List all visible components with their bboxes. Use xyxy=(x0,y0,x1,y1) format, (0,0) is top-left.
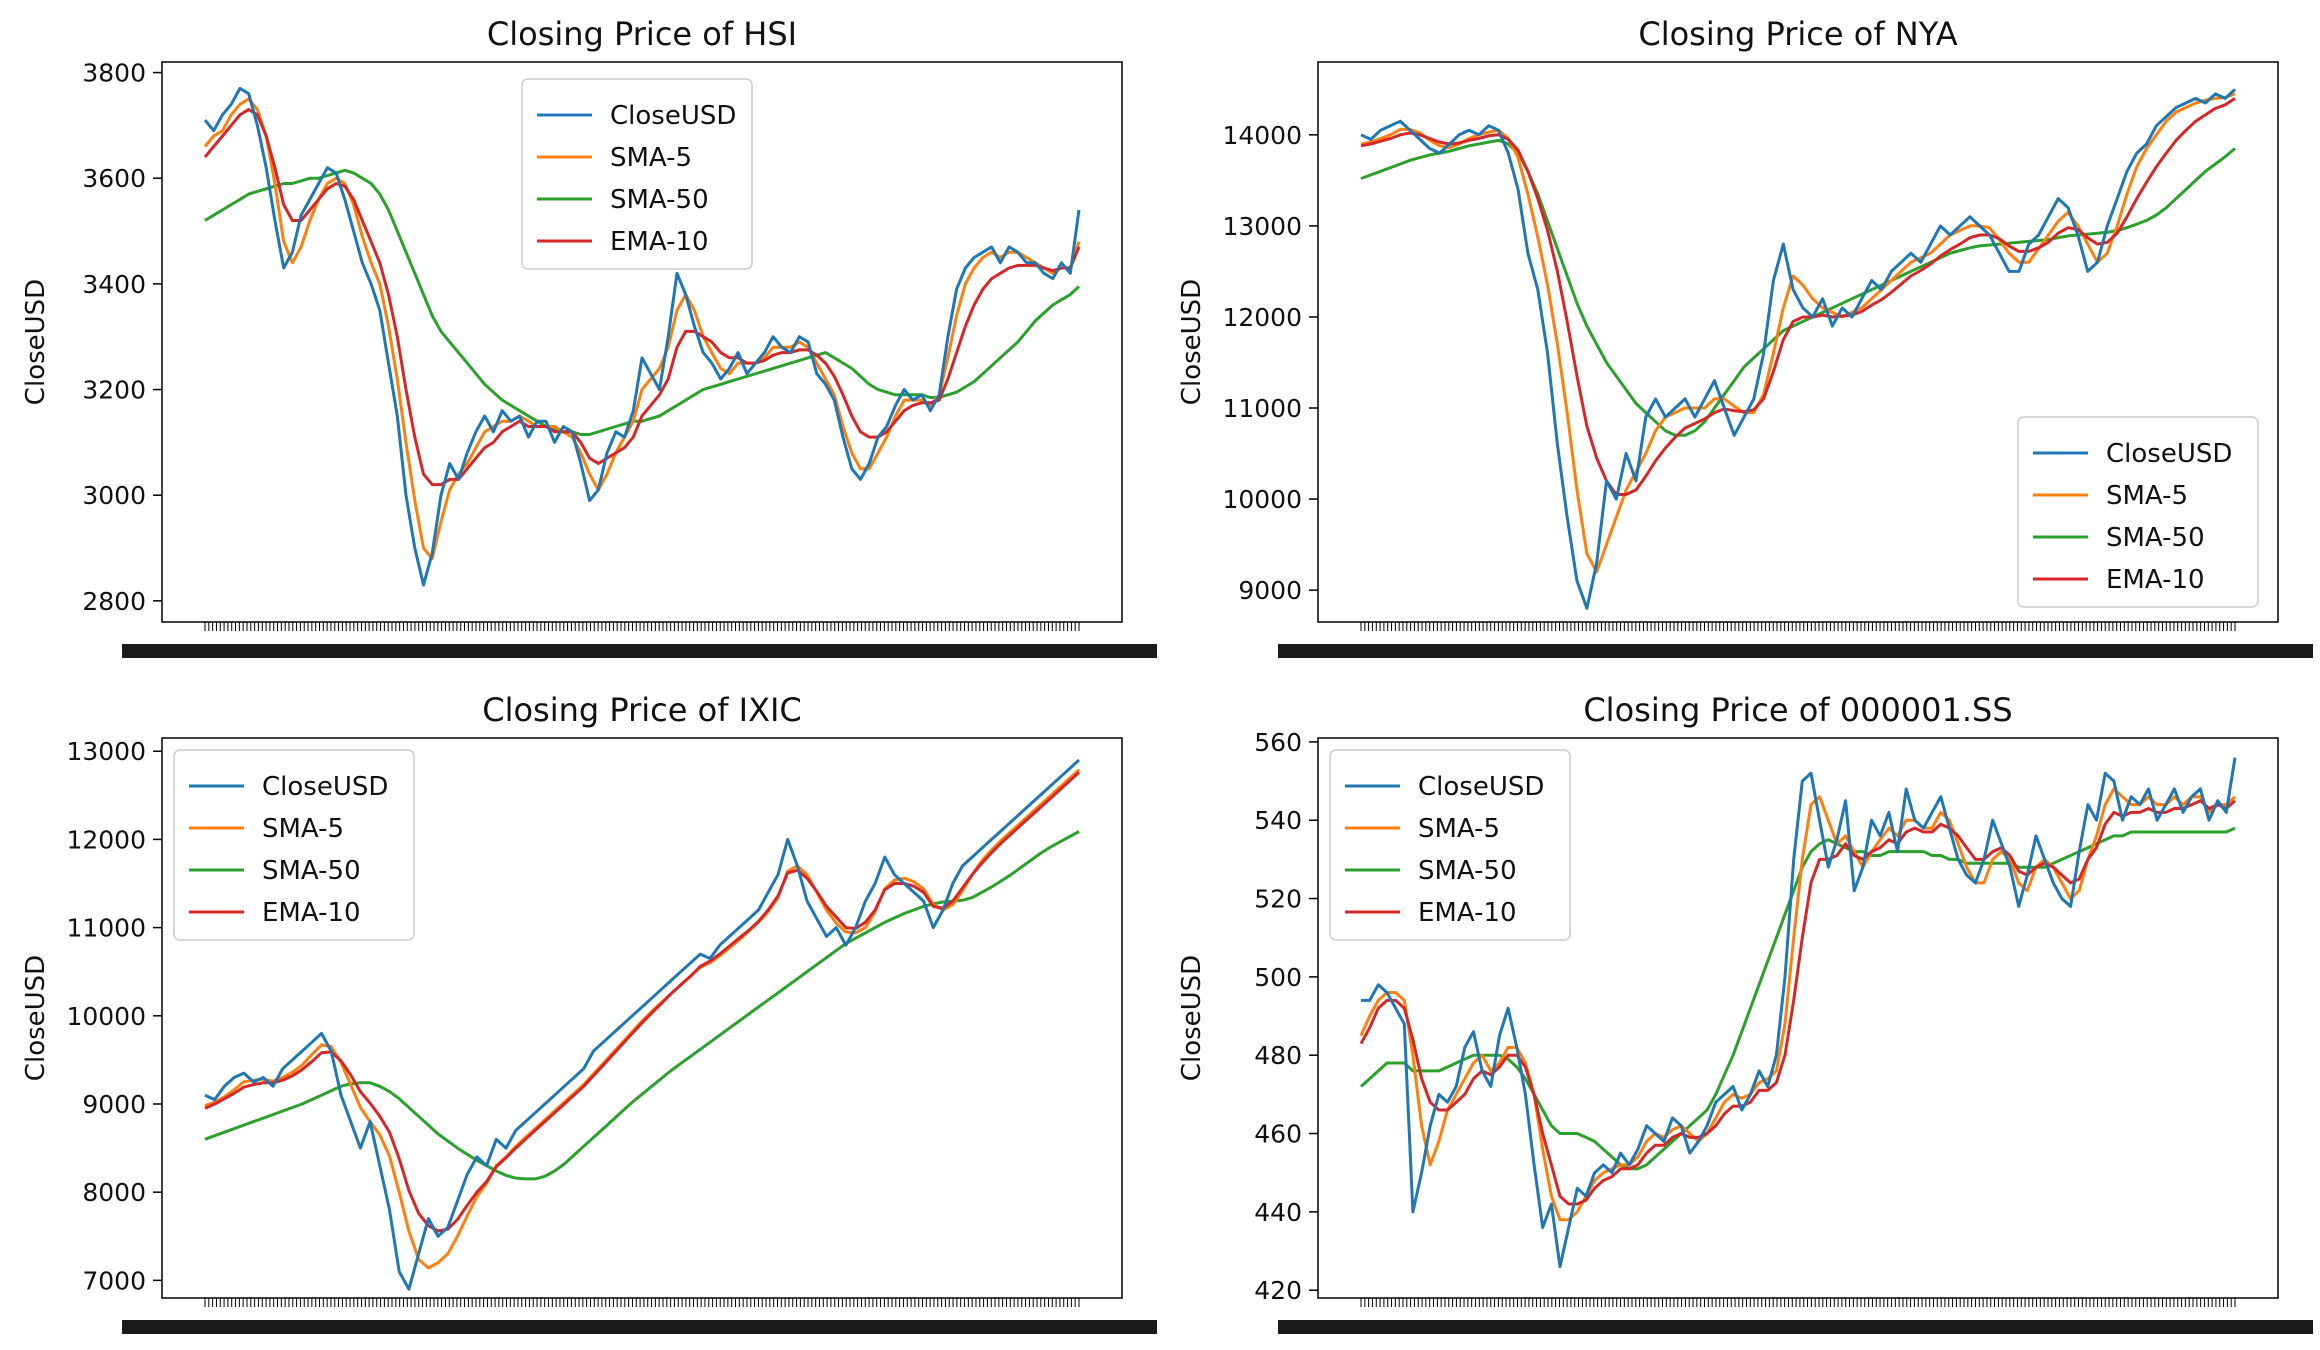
legend-label: CloseUSD xyxy=(610,101,736,131)
y-axis-label: CloseUSD xyxy=(21,955,51,1081)
plot-frame xyxy=(161,61,1123,623)
y-axis-label: CloseUSD xyxy=(1177,279,1207,405)
y-tick-label: 440 xyxy=(1254,1198,1302,1227)
y-tick-label: 10000 xyxy=(66,1002,146,1031)
legend-label: EMA-10 xyxy=(610,227,709,257)
chart-panel-3: Closing Price of IXIC CloseUSD 7000 8000 900… xyxy=(21,691,1157,1334)
legend-box xyxy=(1329,749,1571,941)
y-tick-label: 460 xyxy=(1254,1120,1302,1149)
x-ticks xyxy=(204,622,1080,631)
chart-title: Closing Price of IXIC xyxy=(482,691,802,729)
y-tick-label: 8000 xyxy=(82,1178,146,1207)
legend-box xyxy=(173,749,415,941)
legend-label: SMA-50 xyxy=(2106,523,2205,553)
legend-label: CloseUSD xyxy=(2106,439,2232,469)
series-line-closeusd xyxy=(203,86,1081,587)
y-tick-label: 500 xyxy=(1254,963,1302,992)
y-tick-label: 560 xyxy=(1254,728,1302,757)
legend: CloseUSD SMA-5 SMA-50 EMA-10 xyxy=(173,749,415,941)
plot-frame xyxy=(1317,61,2279,623)
series-line-ema-10 xyxy=(1360,97,2236,496)
y-tick-label: 2800 xyxy=(82,587,146,616)
y-tick-label: 420 xyxy=(1254,1276,1302,1305)
plot-frame xyxy=(1317,737,2279,1299)
legend-label: EMA-10 xyxy=(2106,565,2205,595)
legend-label: SMA-50 xyxy=(1418,856,1517,886)
x-tick-labels-overlap xyxy=(122,644,1157,658)
y-tick-label: 3200 xyxy=(82,376,146,405)
y-tick-label: 12000 xyxy=(1222,303,1302,332)
legend-box xyxy=(521,78,753,270)
series-lines xyxy=(204,758,1081,1291)
legend-label: SMA-5 xyxy=(2106,481,2188,511)
y-tick-label: 3600 xyxy=(82,164,146,193)
y-tick-label: 13000 xyxy=(66,737,146,766)
series-lines xyxy=(1360,88,2237,610)
y-tick-label: 3800 xyxy=(82,59,146,88)
x-tick-labels-overlap xyxy=(1278,644,2313,658)
legend-label: SMA-50 xyxy=(262,856,361,886)
y-axis-label: CloseUSD xyxy=(21,279,51,405)
series-line-ema-10 xyxy=(204,771,1081,1233)
legend: CloseUSD SMA-5 SMA-50 EMA-10 xyxy=(2017,416,2259,608)
legend-box xyxy=(2017,416,2259,608)
y-tick-label: 7000 xyxy=(82,1266,146,1295)
chart-title: Closing Price of NYA xyxy=(1638,15,1957,53)
y-tick-label: 480 xyxy=(1254,1041,1302,1070)
y-tick-label: 12000 xyxy=(66,825,146,854)
series-line-closeusd xyxy=(1360,88,2237,610)
x-ticks xyxy=(204,1298,1080,1307)
series-line-closeusd xyxy=(204,758,1081,1291)
chart-title: Closing Price of HSI xyxy=(487,15,797,53)
series-line-sma-50 xyxy=(1360,138,2236,437)
y-tick-label: 520 xyxy=(1254,885,1302,914)
legend: CloseUSD SMA-5 SMA-50 EMA-10 xyxy=(521,78,753,270)
legend-label: EMA-10 xyxy=(262,898,361,928)
y-tick-label: 540 xyxy=(1254,806,1302,835)
plot-frame xyxy=(161,737,1123,1299)
series-line-sma-50 xyxy=(204,168,1081,436)
y-tick-label: 11000 xyxy=(66,914,146,943)
legend-label: CloseUSD xyxy=(262,772,388,802)
y-tick-label: 3000 xyxy=(82,481,146,510)
chart-panel-1: Closing Price of HSI CloseUSD 2800 3000 3200… xyxy=(21,15,1157,658)
y-tick-label: 11000 xyxy=(1222,394,1302,423)
y-tick-label: 14000 xyxy=(1222,121,1302,150)
legend-label: SMA-5 xyxy=(262,814,344,844)
y-tick-label: 10000 xyxy=(1222,485,1302,514)
chart-panel-2: Closing Price of NYA CloseUSD 9000 10000 110… xyxy=(1177,15,2313,658)
x-ticks xyxy=(1360,622,2236,631)
series-lines xyxy=(203,86,1081,587)
legend-label: SMA-50 xyxy=(610,185,709,215)
y-tick-label: 9000 xyxy=(1238,576,1302,605)
chart-title: Closing Price of 000001.SS xyxy=(1583,691,2012,729)
y-tick-label: 9000 xyxy=(82,1090,146,1119)
series-line-ema-10 xyxy=(203,108,1081,487)
chart-panel-4: Closing Price of 000001.SS CloseUSD 420 440… xyxy=(1177,691,2313,1334)
legend-label: SMA-5 xyxy=(1418,814,1500,844)
legend-label: EMA-10 xyxy=(1418,898,1517,928)
y-tick-label: 3400 xyxy=(82,270,146,299)
x-tick-labels-overlap xyxy=(122,1320,1157,1334)
series-line-ema-10 xyxy=(1359,799,2237,1206)
x-ticks xyxy=(1360,1298,2236,1307)
series-lines xyxy=(1359,757,2237,1269)
y-axis-label: CloseUSD xyxy=(1177,955,1207,1081)
legend-label: CloseUSD xyxy=(1418,772,1544,802)
legend: CloseUSD SMA-5 SMA-50 EMA-10 xyxy=(1329,749,1571,941)
y-tick-label: 13000 xyxy=(1222,212,1302,241)
series-line-closeusd xyxy=(1361,757,2237,1269)
x-tick-labels-overlap xyxy=(1278,1320,2313,1334)
legend-label: SMA-5 xyxy=(610,143,692,173)
